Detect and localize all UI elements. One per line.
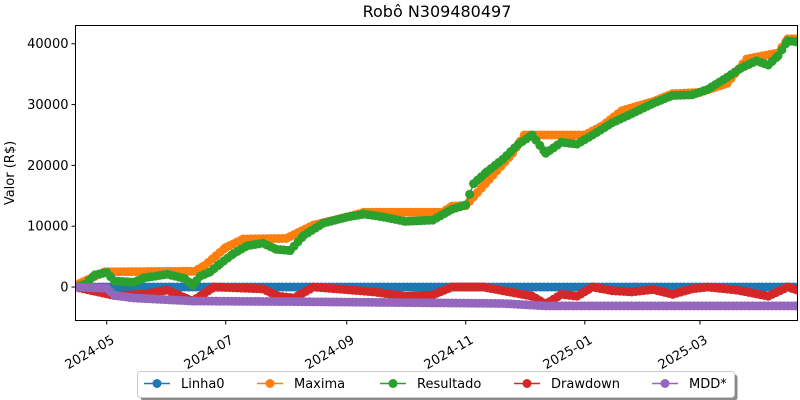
- x-axis: 2024-05 2024-07 2024-09 2024-11 2025-01 2025-…: [63, 320, 711, 373]
- y-tick-label: 20000: [27, 159, 68, 174]
- legend-item: Linha0: [144, 377, 225, 392]
- y-tick-label: 40000: [27, 37, 68, 52]
- legend-frame: [137, 371, 735, 398]
- legend-label: Linha0: [181, 377, 225, 392]
- x-tick-label: 2024-09: [303, 333, 358, 373]
- legend-label: Drawdown: [551, 377, 620, 392]
- legend: Linha0 Maxima Resultado Drawdown MDD*: [137, 371, 738, 400]
- x-tick-label: 2024-05: [63, 333, 118, 373]
- x-tick-label: 2024-11: [422, 333, 477, 373]
- data-point: [793, 37, 798, 47]
- legend-marker: [152, 379, 162, 388]
- legend-label: Resultado: [417, 377, 481, 392]
- plot-area: [75, 34, 798, 311]
- legend-label: Maxima: [294, 377, 345, 392]
- legend-item: Drawdown: [514, 377, 620, 392]
- series-line: [75, 39, 798, 288]
- y-axis-label: Valor (R$): [3, 141, 18, 205]
- legend-marker: [265, 379, 275, 388]
- x-tick-label: 2025-03: [656, 333, 711, 373]
- plot-frame: [75, 25, 798, 321]
- series-mdd-: [75, 282, 798, 311]
- y-tick-label: 30000: [27, 98, 68, 113]
- data-point: [465, 189, 475, 199]
- legend-item: Maxima: [257, 377, 345, 392]
- series-maxima: [75, 34, 798, 290]
- y-tick-label: 0: [60, 281, 68, 296]
- y-tick-label: 10000: [27, 220, 68, 235]
- legend-marker: [388, 379, 398, 388]
- x-tick-label: 2024-07: [182, 333, 237, 373]
- data-point: [793, 301, 798, 311]
- series-line: [75, 38, 798, 286]
- data-point: [793, 285, 798, 295]
- legend-marker: [522, 379, 532, 388]
- chart-title: Robô N309480497: [363, 2, 512, 21]
- y-axis: 0 10000 20000 30000 40000: [27, 37, 76, 296]
- x-tick-label: 2025-01: [541, 333, 596, 373]
- legend-label: MDD*: [689, 377, 727, 392]
- legend-item: Resultado: [380, 377, 481, 392]
- series-resultado: [75, 36, 798, 292]
- legend-marker: [660, 379, 670, 388]
- data-point: [461, 200, 471, 210]
- legend-item: MDD*: [652, 377, 727, 392]
